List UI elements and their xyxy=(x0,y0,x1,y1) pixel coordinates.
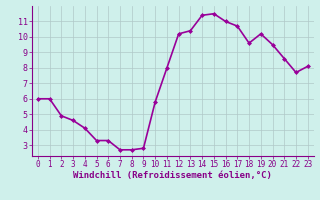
X-axis label: Windchill (Refroidissement éolien,°C): Windchill (Refroidissement éolien,°C) xyxy=(73,171,272,180)
